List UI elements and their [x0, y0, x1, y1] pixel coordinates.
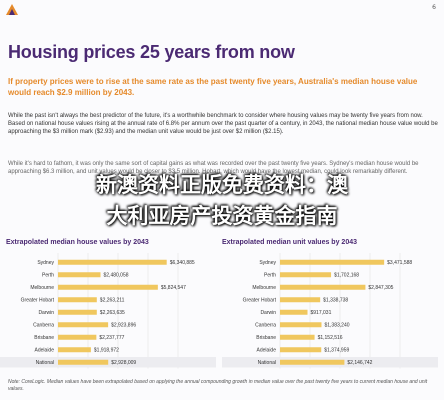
- bar-greater-hobart: [280, 297, 321, 303]
- category-label: Darwin: [38, 310, 54, 316]
- category-label: Melbourne: [30, 285, 54, 291]
- category-label: Greater Hobart: [21, 298, 55, 304]
- bar-adelaide: [280, 347, 322, 353]
- banner-line-2: 大利亚房产投资黄金指南: [106, 204, 338, 228]
- value-label: $5,824,547: [161, 285, 186, 291]
- body-paragraph-2: While it's hard to fathom, it was only t…: [8, 161, 419, 176]
- bar-brisbane: [280, 334, 315, 340]
- bar-melbourne: [58, 284, 158, 290]
- category-label: Adelaide: [257, 348, 277, 354]
- banner-line-1: 新澳资料正版免费资料：澳: [96, 173, 348, 197]
- bar-national: [58, 359, 109, 365]
- bar-darwin: [280, 309, 308, 315]
- category-label: Perth: [42, 273, 54, 279]
- value-label: $2,263,211: [100, 298, 125, 304]
- category-label: Sydney: [37, 260, 54, 266]
- value-label: $2,480,058: [104, 273, 129, 279]
- value-label: $2,928,009: [111, 360, 136, 366]
- category-label: Canberra: [255, 323, 276, 329]
- value-label: $1,702,168: [334, 273, 359, 279]
- value-label: $2,263,635: [100, 310, 125, 316]
- bar-melbourne: [280, 284, 366, 290]
- value-label: $2,847,305: [368, 285, 393, 291]
- value-label: $2,923,896: [111, 323, 136, 329]
- page-title: Housing prices 25 years from now: [8, 42, 295, 62]
- value-label: $917,031: [311, 310, 332, 316]
- bar-canberra: [58, 322, 109, 328]
- category-label: Canberra: [33, 323, 54, 329]
- value-label: $1,374,959: [324, 348, 349, 354]
- category-label: Adelaide: [35, 348, 55, 354]
- corelogic-logo: [6, 4, 18, 15]
- bar-canberra: [280, 322, 322, 328]
- value-label: $1,383,240: [324, 323, 349, 329]
- value-label: $1,152,516: [318, 335, 343, 341]
- bar-brisbane: [58, 334, 97, 340]
- value-label: $3,471,588: [387, 260, 412, 266]
- category-label: National: [258, 360, 276, 366]
- footnote: Note: CoreLogic. Median values have been…: [8, 379, 428, 392]
- top-bar: 6: [0, 0, 444, 20]
- value-label: $1,338,738: [323, 298, 348, 304]
- bar-darwin: [58, 309, 97, 315]
- body-paragraph-1: While the past isn't always the best pre…: [8, 113, 438, 136]
- category-label: Perth: [264, 273, 276, 279]
- category-label: Brisbane: [256, 335, 276, 341]
- category-label: Melbourne: [252, 285, 276, 291]
- chart-title-houses: Extrapolated median house values by 2043: [6, 239, 149, 246]
- page-number: 6: [432, 4, 436, 11]
- category-label: Sydney: [259, 260, 276, 266]
- lead-paragraph: If property prices were to rise at the s…: [8, 77, 418, 97]
- chart-title-units: Extrapolated median unit values by 2043: [222, 239, 357, 246]
- value-label: $1,918,972: [94, 348, 119, 354]
- unit-values-chart: Sydney $3,471,588 Perth $1,702,168 Melbourne…: [222, 253, 438, 369]
- house-values-chart: Sydney $6,340,885 Perth $2,480,058 Melbourne…: [0, 253, 216, 369]
- bar-perth: [58, 272, 101, 278]
- banner-text: 新澳资料正版免费资料：澳 大利亚房产投资黄金指南: [0, 170, 444, 232]
- category-label: National: [36, 360, 54, 366]
- value-label: $2,237,777: [99, 335, 124, 341]
- category-label: Darwin: [260, 310, 276, 316]
- value-label: $6,340,885: [170, 260, 195, 266]
- value-label: $2,146,742: [347, 360, 372, 366]
- bar-adelaide: [58, 347, 91, 353]
- category-label: Brisbane: [34, 335, 54, 341]
- bar-sydney: [58, 259, 167, 265]
- bar-sydney: [280, 259, 385, 265]
- bar-greater-hobart: [58, 297, 97, 303]
- bar-perth: [280, 272, 332, 278]
- bar-national: [280, 359, 345, 365]
- category-label: Greater Hobart: [243, 298, 277, 304]
